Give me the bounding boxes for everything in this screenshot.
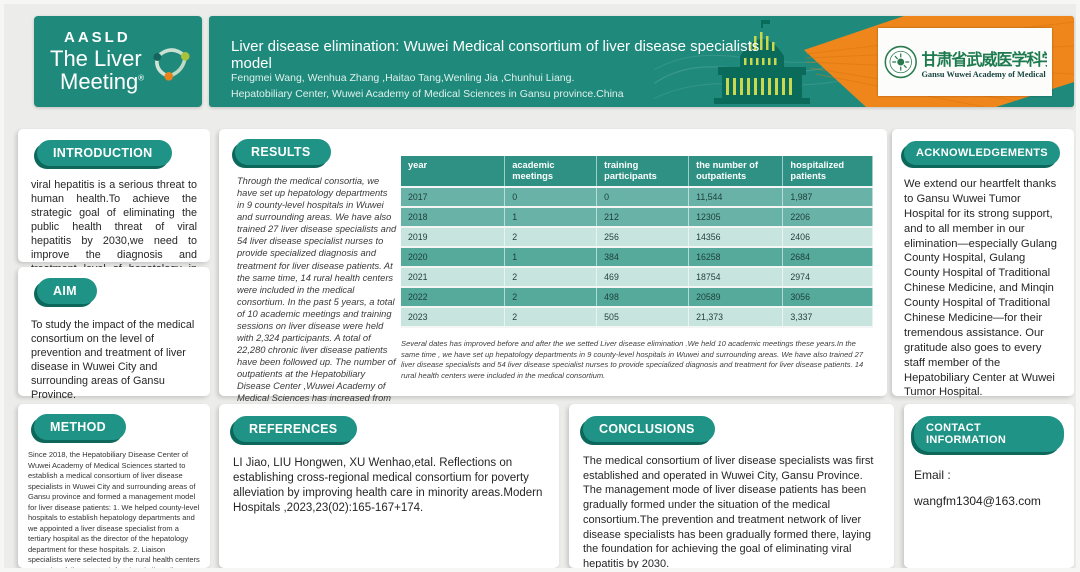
liver-meeting-line1: The Liver — [50, 46, 142, 72]
table-cell: 256 — [596, 227, 690, 248]
references-section: REFERENCES LI Jiao, LIU Hongwen, XU Wenh… — [219, 404, 559, 568]
acknowledgements-heading: ACKNOWLEDGEMENTS — [904, 141, 1060, 165]
table-cell: 0 — [596, 187, 690, 208]
institution-seal-icon — [884, 45, 917, 79]
table-cell: 14356 — [688, 227, 784, 248]
results-table: year academic meetings training participan… — [401, 156, 873, 328]
table-cell: 2 — [504, 287, 598, 308]
table-cell: 384 — [596, 247, 690, 268]
aim-section: AIM To study the impact of the medical c… — [18, 267, 210, 401]
table-cell: 498 — [596, 287, 690, 308]
contact-heading: CONTACT INFORMATION — [914, 416, 1064, 452]
references-body: LI Jiao, LIU Hongwen, XU Wenhao,etal. Re… — [233, 457, 543, 514]
liver-meeting-line2: Meeting® — [60, 69, 145, 95]
conclusions-body: The medical consortium of liver disease … — [583, 455, 874, 571]
table-cell: 2406 — [782, 227, 873, 248]
table-cell: 0 — [504, 187, 598, 208]
aasld-logo: AASLD The Liver Meeting® — [34, 16, 202, 107]
table-row: 2017 0 0 11,544 1,987 — [401, 187, 873, 208]
table-cell: 21,373 — [688, 307, 784, 328]
table-cell: 1 — [504, 247, 598, 268]
table-row: 2018 1 212 12305 2206 — [401, 207, 873, 228]
table-cell: 1,987 — [782, 187, 873, 208]
aim-body: To study the impact of the medical conso… — [31, 319, 195, 402]
table-cell: 2020 — [401, 247, 506, 268]
contact-email-value: wangfm1304@163.com — [914, 494, 1041, 508]
institution-name: 甘肃省武威医学科学院 Gansu Wuwei Academy of Medica… — [921, 46, 1047, 79]
acknowledgements-body: We extend our heartfelt thanks to Gansu … — [904, 178, 1057, 399]
results-section: RESULTS Through the medical consortia, w… — [219, 129, 887, 452]
title-banner: Liver disease elimination: Wuwei Medical… — [209, 16, 1074, 107]
registered-mark: ® — [138, 74, 145, 84]
table-cell: 20589 — [688, 287, 784, 308]
table-header-row: year academic meetings training participan… — [401, 156, 873, 188]
column-header: academic meetings — [504, 156, 598, 188]
table-cell: 3,337 — [782, 307, 873, 328]
contact-email-label: Email : — [914, 468, 951, 482]
table-row: 2021 2 469 18754 2974 — [401, 267, 873, 288]
method-body: Since 2018, the Hepatobiliary Disease Ce… — [28, 450, 200, 572]
conclusions-section: CONCLUSIONS The medical consortium of li… — [569, 404, 894, 568]
table-cell: 2023 — [401, 307, 506, 328]
method-heading: METHOD — [34, 414, 126, 440]
table-cell: 2 — [504, 267, 598, 288]
institution-name-chinese: 甘肃省武威医学科学院 — [921, 51, 1047, 69]
table-cell: 11,544 — [688, 187, 784, 208]
aasld-logo-text: AASLD The Liver Meeting® — [50, 28, 145, 95]
contact-section: CONTACT INFORMATION Email : wangfm1304@1… — [904, 404, 1074, 568]
results-caption: Several dates has improved before and af… — [401, 339, 864, 380]
aasld-wordmark: AASLD — [64, 28, 131, 46]
acknowledgements-section: ACKNOWLEDGEMENTS We extend our heartfelt… — [892, 129, 1074, 398]
table-cell: 2 — [504, 227, 598, 248]
capitol-icon — [714, 20, 810, 104]
table-row: 2023 2 505 21,373 3,337 — [401, 307, 873, 328]
table-cell: 2 — [504, 307, 598, 328]
table-cell: 469 — [596, 267, 690, 288]
table-cell: 505 — [596, 307, 690, 328]
table-cell: 1 — [504, 207, 598, 228]
table-cell: 2974 — [782, 267, 873, 288]
table-cell: 2017 — [401, 187, 506, 208]
introduction-heading: INTRODUCTION — [37, 140, 173, 166]
column-header: the number of outpatients — [688, 156, 784, 188]
poster-title: Liver disease elimination: Wuwei Medical… — [231, 38, 760, 72]
table-cell: 12305 — [688, 207, 784, 228]
references-heading: REFERENCES — [233, 416, 358, 442]
column-header: year — [401, 156, 506, 188]
table-cell: 2206 — [782, 207, 873, 228]
table-cell: 2684 — [782, 247, 873, 268]
table-cell: 2021 — [401, 267, 506, 288]
liver-meeting-triangle-icon — [153, 47, 190, 81]
aim-heading: AIM — [37, 278, 97, 304]
table-cell: 2018 — [401, 207, 506, 228]
method-section: METHOD Since 2018, the Hepatobiliary Dis… — [18, 404, 210, 568]
column-header: training participants — [596, 156, 690, 188]
table-cell: 18754 — [688, 267, 784, 288]
poster-authors: Fengmei Wang, Wenhua Zhang ,Haitao Tang,… — [231, 72, 575, 84]
table-cell: 2019 — [401, 227, 506, 248]
table-row: 2019 2 256 14356 2406 — [401, 227, 873, 248]
table-cell: 16258 — [688, 247, 784, 268]
results-heading: RESULTS — [235, 139, 331, 165]
introduction-section: INTRODUCTION viral hepatitis is a seriou… — [18, 129, 210, 289]
table-cell: 2022 — [401, 287, 506, 308]
institution-name-english: Gansu Wuwei Academy of Medical Sciences — [921, 69, 1047, 79]
table-row: 2022 2 498 20589 3056 — [401, 287, 873, 308]
conclusions-heading: CONCLUSIONS — [583, 416, 715, 442]
poster-affiliation: Hepatobiliary Center, Wuwei Academy of M… — [231, 88, 624, 100]
table-cell: 3056 — [782, 287, 873, 308]
table-body: 2017 0 0 11,544 1,987 2018 1 212 12305 2206 2019 2 2… — [401, 187, 873, 328]
table-row: 2020 1 384 16258 2684 — [401, 247, 873, 268]
institution-logo: 甘肃省武威医学科学院 Gansu Wuwei Academy of Medica… — [878, 28, 1052, 96]
table-cell: 212 — [596, 207, 690, 228]
column-header: hospitalized patients — [782, 156, 873, 188]
